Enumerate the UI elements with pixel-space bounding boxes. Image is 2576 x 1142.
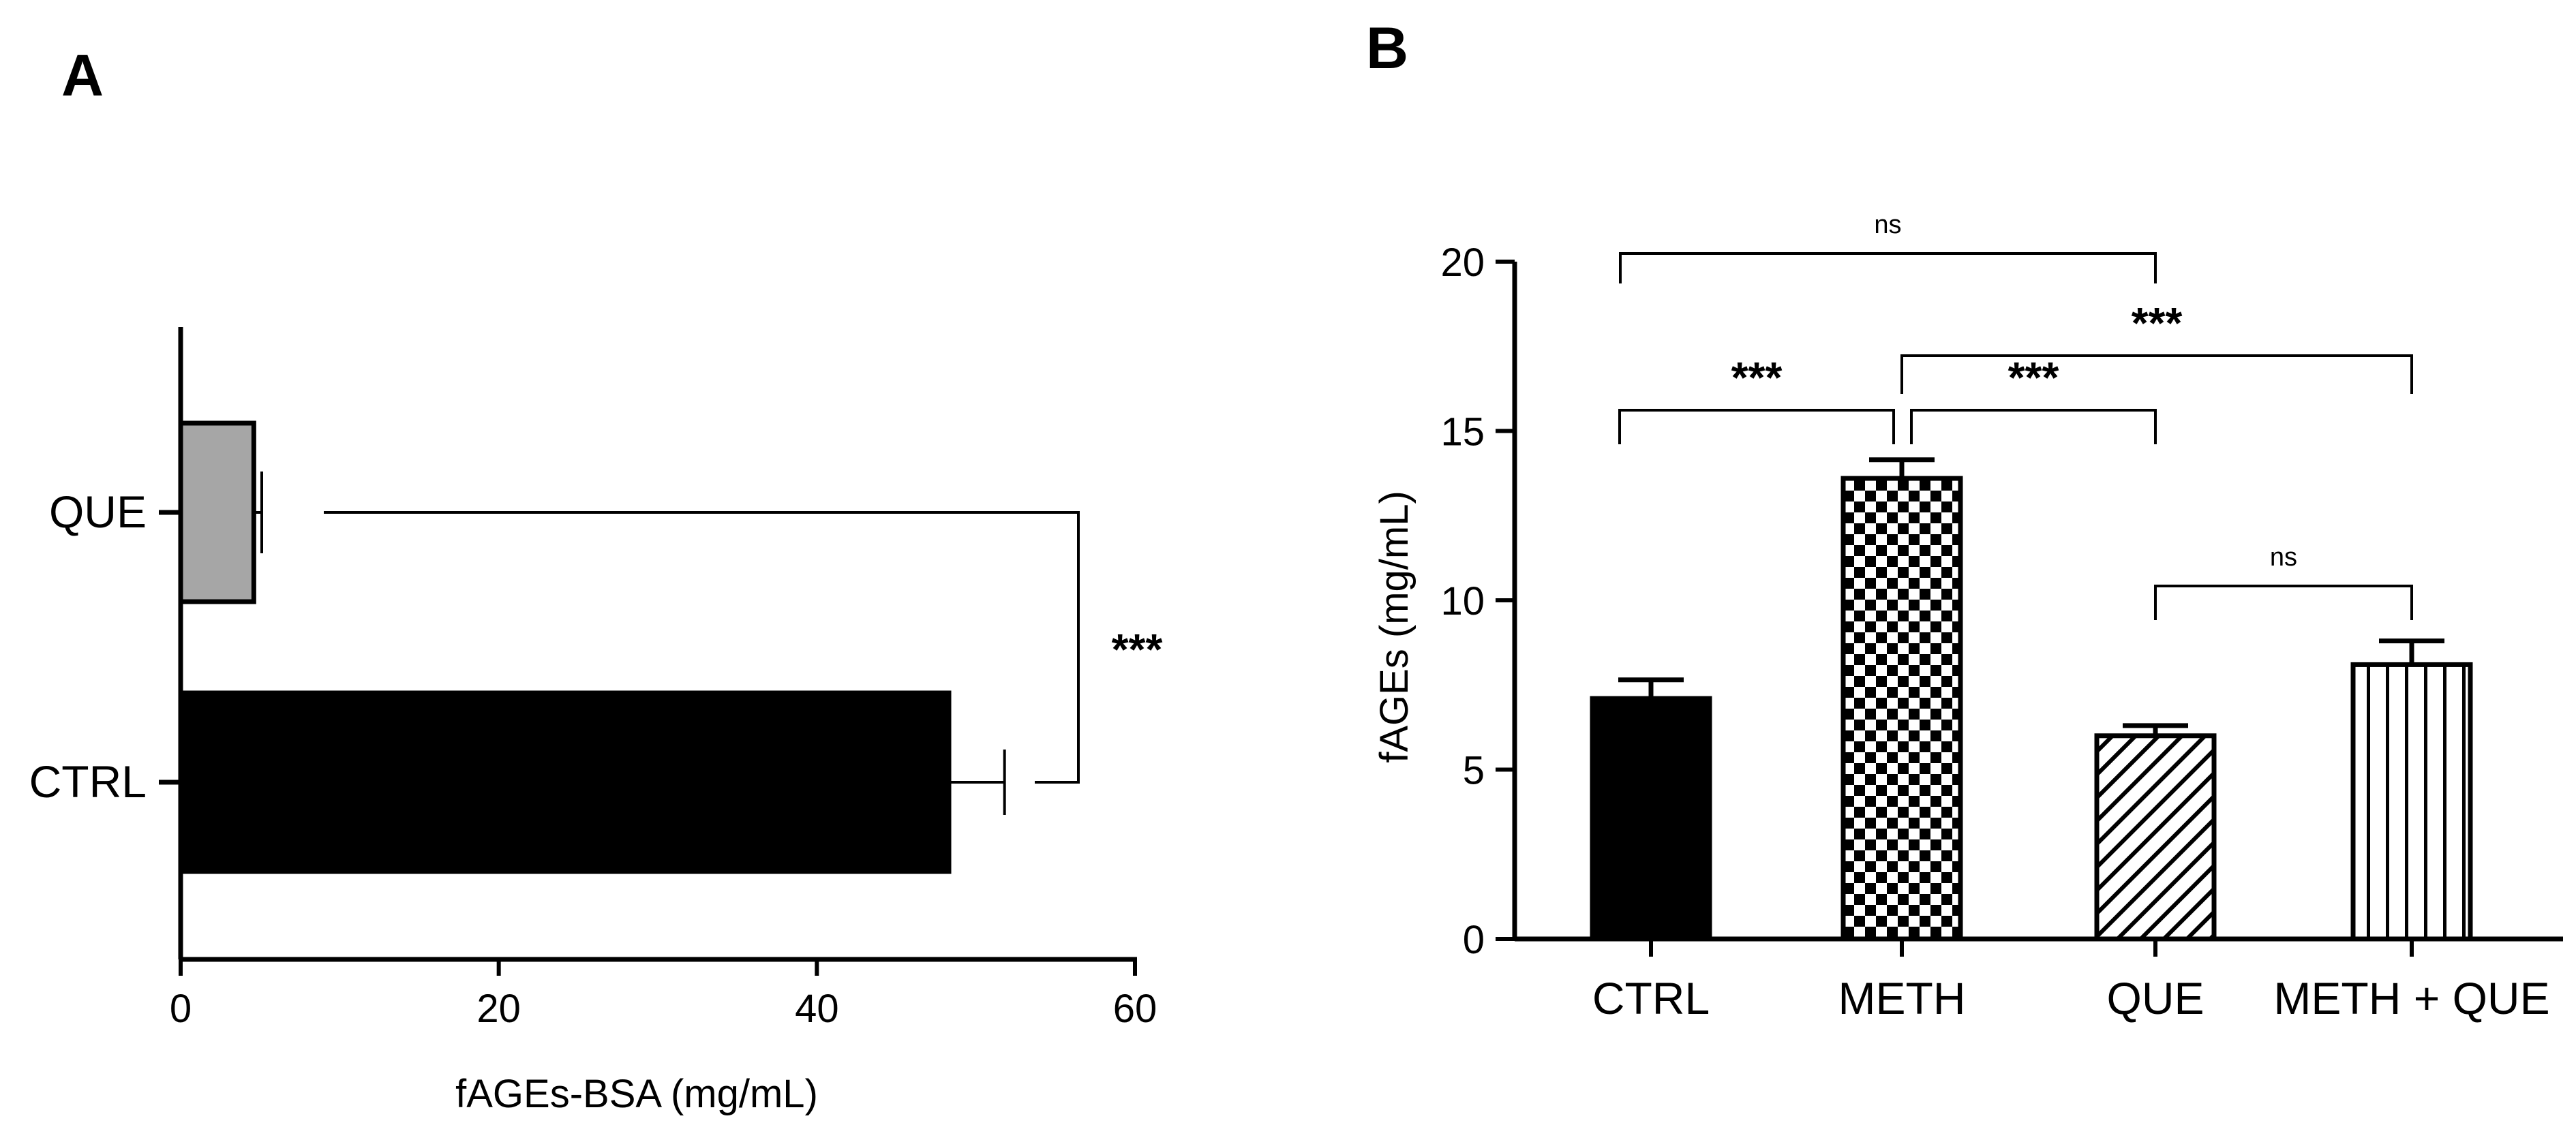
panel-b: B 0 5 10 15 20 CTRL METH QUE METH + QUE ns *** *** *… (1366, 16, 2563, 1023)
significance-bracket-ctrl-vs-que (1619, 252, 2157, 283)
category-label-ctrl: CTRL (1592, 973, 1710, 1023)
category-label-meth: METH (1838, 973, 1966, 1023)
panel-a-label: A (61, 43, 104, 108)
category-label-que: QUE (2106, 973, 2204, 1023)
significance-label: *** (1731, 353, 1783, 402)
panel-a-x-tick-label: 20 (476, 987, 521, 1031)
bar-meth-que (2350, 662, 2473, 942)
significance-bracket (324, 511, 1080, 784)
significance-label: *** (1112, 625, 1163, 674)
category-label-meth-que: METH + QUE (2273, 973, 2549, 1023)
panel-b-y-tick-label: 15 (1440, 410, 1485, 454)
bar-ctrl (1590, 696, 1712, 942)
bar-que (178, 420, 256, 604)
panel-b-y-tick-label: 0 (1463, 918, 1485, 962)
panel-b-y-axis-title: fAGEs (mg/mL) (1372, 491, 1416, 763)
significance-label: *** (2132, 298, 2183, 348)
significance-bracket-que-vs-meth-que (2154, 585, 2413, 620)
category-label-que: QUE (49, 487, 147, 537)
significance-label: ns (1874, 211, 1901, 239)
significance-bracket-meth-vs-meth-que (1900, 354, 2413, 394)
panel-a: A 0 20 40 60 QUE CTRL *** fAGEs-BSA (mg/mL) (29, 43, 1163, 1116)
bar-ctrl (178, 690, 952, 874)
significance-bracket-meth-vs-que (1910, 409, 2157, 444)
panel-a-x-tick-label: 60 (1113, 987, 1157, 1031)
panel-a-x-tick-label: 40 (795, 987, 839, 1031)
panel-a-x-axis-title: fAGEs-BSA (mg/mL) (455, 1072, 818, 1116)
category-label-ctrl: CTRL (29, 756, 147, 807)
significance-label: ns (2270, 543, 2297, 572)
panel-b-label: B (1366, 16, 1408, 81)
panel-b-y-tick-label: 5 (1463, 749, 1485, 793)
bar-meth (1840, 476, 1963, 942)
significance-bracket-ctrl-vs-meth (1618, 409, 1895, 444)
significance-label: *** (2008, 353, 2059, 402)
panel-b-y-tick-label: 20 (1440, 241, 1485, 285)
bar-que (2094, 733, 2217, 942)
panel-b-y-tick-label: 10 (1440, 579, 1485, 623)
panel-a-x-tick-label: 0 (170, 987, 192, 1031)
